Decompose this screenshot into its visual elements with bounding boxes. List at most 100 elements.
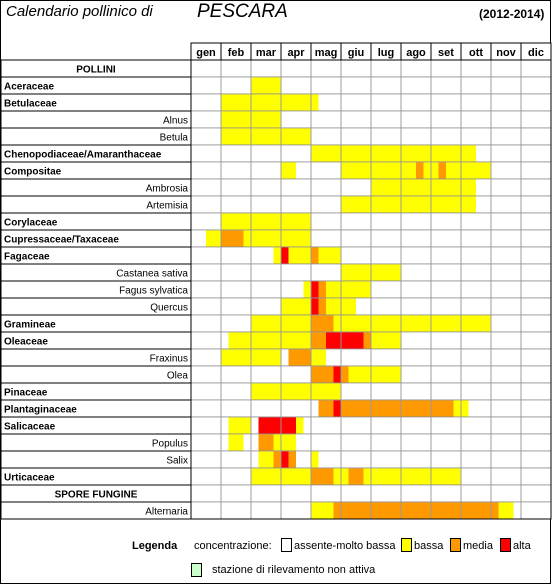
level-cell bbox=[453, 230, 461, 247]
level-cell bbox=[311, 111, 319, 128]
level-cell bbox=[506, 247, 514, 264]
level-cell bbox=[333, 383, 341, 400]
level-cell bbox=[221, 60, 229, 77]
level-cell bbox=[198, 298, 206, 315]
level-cell bbox=[536, 77, 544, 94]
level-cell bbox=[528, 315, 536, 332]
level-cell bbox=[446, 400, 454, 417]
level-cell bbox=[506, 417, 514, 434]
level-cell bbox=[386, 111, 394, 128]
level-cell bbox=[318, 230, 326, 247]
level-cell bbox=[371, 400, 379, 417]
level-cell bbox=[228, 60, 236, 77]
level-cell bbox=[423, 213, 431, 230]
level-cell bbox=[446, 247, 454, 264]
level-cell bbox=[498, 111, 506, 128]
level-cell bbox=[498, 230, 506, 247]
level-cell bbox=[476, 349, 484, 366]
taxon-label: Chenopodiaceae/Amaranthaceae bbox=[4, 150, 162, 161]
level-cell bbox=[356, 298, 364, 315]
level-cell bbox=[386, 281, 394, 298]
level-cell bbox=[198, 332, 206, 349]
level-cell bbox=[191, 213, 199, 230]
level-cell bbox=[378, 485, 386, 502]
level-cell bbox=[311, 179, 319, 196]
level-cell bbox=[281, 264, 289, 281]
level-cell bbox=[333, 485, 341, 502]
level-cell bbox=[281, 111, 289, 128]
level-cell bbox=[326, 230, 334, 247]
level-cell bbox=[243, 196, 251, 213]
level-cell bbox=[461, 332, 469, 349]
level-cell bbox=[198, 485, 206, 502]
level-cell bbox=[251, 213, 259, 230]
level-cell bbox=[446, 162, 454, 179]
level-cell bbox=[431, 213, 439, 230]
level-cell bbox=[378, 332, 386, 349]
level-cell bbox=[281, 145, 289, 162]
level-cell bbox=[258, 162, 266, 179]
level-cell bbox=[536, 213, 544, 230]
level-cell bbox=[198, 451, 206, 468]
level-cell bbox=[453, 60, 461, 77]
level-cell bbox=[521, 349, 529, 366]
level-cell bbox=[506, 468, 514, 485]
level-cell bbox=[528, 400, 536, 417]
level-cell bbox=[221, 230, 229, 247]
level-cell bbox=[543, 264, 551, 281]
level-cell bbox=[536, 468, 544, 485]
level-cell bbox=[453, 485, 461, 502]
level-cell bbox=[326, 417, 334, 434]
level-cell bbox=[521, 60, 529, 77]
level-cell bbox=[228, 349, 236, 366]
level-cell bbox=[341, 247, 349, 264]
level-cell bbox=[506, 145, 514, 162]
level-cell bbox=[213, 383, 221, 400]
level-cell bbox=[236, 60, 244, 77]
level-cell bbox=[513, 111, 521, 128]
taxon-label: Quercus bbox=[150, 303, 188, 314]
level-cell bbox=[521, 264, 529, 281]
level-cell bbox=[356, 485, 364, 502]
level-cell bbox=[348, 60, 356, 77]
level-cell bbox=[206, 502, 214, 519]
level-cell bbox=[416, 332, 424, 349]
level-cell bbox=[191, 128, 199, 145]
level-cell bbox=[476, 400, 484, 417]
month-label-lug: lug bbox=[378, 47, 395, 59]
level-cell bbox=[228, 94, 236, 111]
level-cell bbox=[528, 60, 536, 77]
level-cell bbox=[273, 383, 281, 400]
level-cell bbox=[401, 417, 409, 434]
level-cell bbox=[221, 468, 229, 485]
level-cell bbox=[228, 468, 236, 485]
level-cell bbox=[416, 417, 424, 434]
level-cell bbox=[296, 502, 304, 519]
level-cell bbox=[318, 60, 326, 77]
level-cell bbox=[506, 213, 514, 230]
level-cell bbox=[393, 94, 401, 111]
level-cell bbox=[273, 366, 281, 383]
level-cell bbox=[408, 128, 416, 145]
level-cell bbox=[408, 111, 416, 128]
level-cell bbox=[423, 332, 431, 349]
level-cell bbox=[386, 468, 394, 485]
level-cell bbox=[326, 111, 334, 128]
level-cell bbox=[438, 502, 446, 519]
level-cell bbox=[191, 281, 199, 298]
level-cell bbox=[273, 281, 281, 298]
level-cell bbox=[401, 366, 409, 383]
level-cell bbox=[273, 485, 281, 502]
level-cell bbox=[213, 417, 221, 434]
level-cell bbox=[191, 230, 199, 247]
level-cell bbox=[311, 264, 319, 281]
level-cell bbox=[198, 264, 206, 281]
level-cell bbox=[528, 94, 536, 111]
month-label-ago: ago bbox=[406, 47, 426, 59]
level-cell bbox=[446, 451, 454, 468]
level-cell bbox=[243, 298, 251, 315]
level-cell bbox=[206, 162, 214, 179]
level-cell bbox=[363, 145, 371, 162]
level-cell bbox=[468, 485, 476, 502]
level-cell bbox=[311, 383, 319, 400]
